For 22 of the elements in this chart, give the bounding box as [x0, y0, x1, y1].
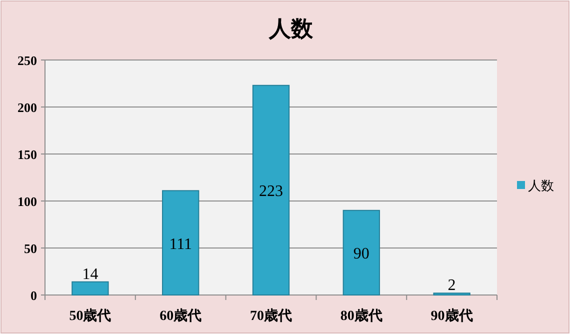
- y-tick-label: 100: [18, 194, 37, 209]
- y-tick-label: 150: [18, 147, 37, 162]
- bar: [162, 190, 200, 296]
- legend-label: 人数: [528, 178, 554, 193]
- x-tick-label: 80歳代: [340, 308, 382, 324]
- data-label: 90: [353, 246, 370, 263]
- x-tick-label: 70歳代: [250, 308, 292, 324]
- data-label: 223: [259, 183, 283, 200]
- y-tick-label: 200: [18, 100, 37, 115]
- bar: [72, 281, 109, 296]
- data-label: 111: [169, 236, 192, 253]
- y-tick-label: 50: [24, 241, 37, 256]
- x-tick-label: 50歳代: [69, 308, 112, 324]
- data-label: 2: [448, 277, 456, 294]
- bar: [252, 84, 290, 296]
- y-tick-label: 250: [18, 53, 37, 68]
- y-tick-label: 0: [30, 288, 37, 303]
- chart-title: 人数: [268, 16, 314, 41]
- bar: [342, 210, 380, 296]
- data-label: 14: [82, 266, 98, 283]
- x-tick-label: 90歳代: [430, 308, 473, 324]
- x-tick-label: 60歳代: [160, 308, 202, 324]
